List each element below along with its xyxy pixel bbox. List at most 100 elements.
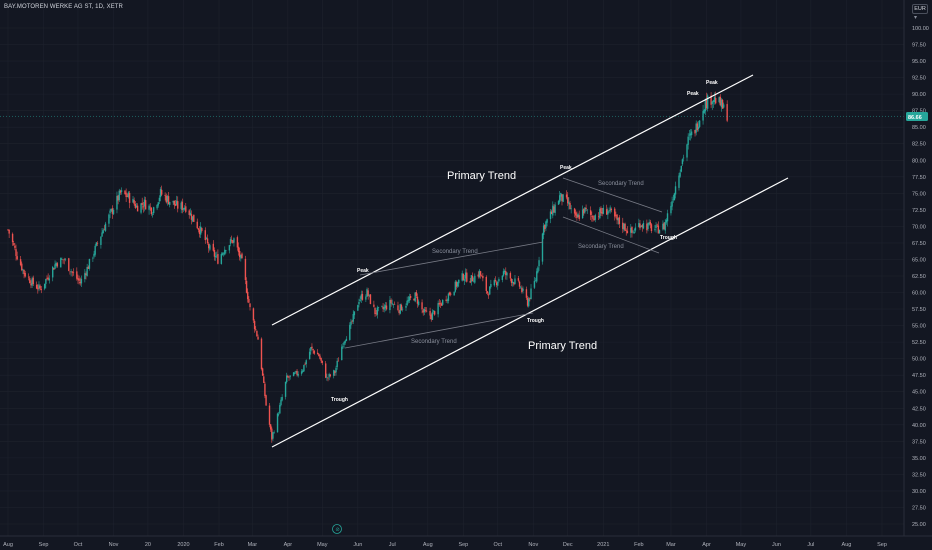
y-tick-label: 80.00: [912, 158, 926, 164]
candle-body: [292, 372, 295, 377]
candle-body: [220, 254, 223, 264]
candle-body: [633, 232, 635, 233]
candle-body: [495, 282, 498, 286]
candle-body: [280, 399, 282, 406]
y-tick-label: 92.50: [912, 76, 926, 82]
candle-body: [448, 292, 451, 295]
x-tick-label: Apr: [702, 542, 711, 548]
candle-body: [300, 371, 303, 374]
candle-body: [318, 354, 320, 356]
time-zone-badge[interactable]: ⊘: [332, 524, 342, 534]
candle-body: [365, 296, 367, 300]
candle-body: [502, 271, 505, 276]
candle-body: [389, 299, 391, 311]
candle-body: [664, 222, 666, 231]
primary-trend-upper-line[interactable]: [271, 74, 754, 326]
candle-body: [382, 306, 384, 309]
candle-body: [214, 256, 217, 258]
candle-body: [656, 224, 658, 226]
candle-body: [432, 310, 435, 312]
candle-body: [296, 370, 298, 375]
candle-body: [272, 432, 274, 439]
candle-body: [599, 208, 601, 219]
candle-body: [209, 245, 211, 250]
y-tick-label: 32.50: [912, 472, 926, 478]
candle-body: [697, 126, 700, 130]
candle-body: [655, 225, 657, 229]
candle-body: [687, 136, 689, 145]
candle-body: [175, 200, 178, 205]
candle-body: [414, 292, 416, 302]
candle-body: [453, 291, 455, 296]
candle-body: [560, 192, 562, 197]
candle-body: [569, 203, 571, 210]
candle-body: [440, 303, 443, 306]
annotation-trough-2: Trough: [527, 318, 544, 324]
candle-body: [522, 288, 524, 291]
candle-body: [368, 294, 370, 296]
candle-body: [726, 104, 728, 121]
candle-body: [455, 281, 458, 287]
candle-body: [511, 281, 514, 283]
candle-body: [100, 236, 102, 245]
candle-body: [212, 243, 215, 251]
candle-body: [44, 283, 46, 289]
x-tick-label: Oct: [74, 542, 83, 548]
candle-body: [308, 351, 311, 360]
candle-body: [474, 275, 476, 283]
candle-body: [327, 377, 329, 379]
candle-body: [96, 243, 99, 244]
candle-body: [657, 225, 660, 234]
candle-body: [304, 363, 306, 365]
y-tick-label: 47.50: [912, 373, 926, 379]
candle-body: [230, 240, 233, 241]
candle-body: [269, 424, 272, 430]
candle-body: [415, 292, 418, 296]
primary-trend-lower-line[interactable]: [271, 177, 789, 448]
candle-body: [151, 214, 154, 216]
x-tick-label: Dec: [563, 542, 573, 548]
annotation-peak-1: Peak: [357, 268, 369, 274]
candle-body: [558, 195, 561, 202]
candle-body: [530, 288, 532, 300]
annotation-peak-4: Peak: [706, 80, 718, 86]
candle-body: [630, 227, 632, 233]
candle-body: [245, 280, 248, 293]
chevron-down-icon[interactable]: ▾: [914, 15, 918, 21]
candle-body: [399, 304, 401, 314]
candle-body: [552, 205, 554, 216]
secondary-trend-line-2[interactable]: [344, 312, 534, 349]
secondary-trend-line-1[interactable]: [359, 241, 544, 276]
candle-body: [626, 230, 629, 234]
candle-body: [623, 223, 625, 230]
currency-button[interactable]: EUR: [912, 4, 928, 14]
secondary-trend-line-4[interactable]: [562, 216, 660, 254]
candle-body: [470, 275, 473, 282]
candle-body: [570, 208, 572, 209]
candle-body: [518, 281, 521, 287]
candle-body: [206, 238, 209, 244]
candle-body: [128, 192, 131, 203]
secondary-trend-line-3[interactable]: [562, 177, 663, 213]
x-tick-label: Nov: [528, 542, 538, 548]
candle-body: [71, 271, 73, 273]
candle-body: [674, 186, 677, 195]
candle-body: [498, 279, 500, 282]
y-tick-label: 35.00: [912, 456, 926, 462]
candle-body: [607, 211, 609, 215]
candle-body: [335, 367, 337, 373]
candle-body: [423, 308, 426, 313]
candle-body: [319, 355, 321, 359]
candle-body: [528, 298, 530, 307]
candle-body: [326, 376, 328, 378]
y-tick-label: 45.00: [912, 390, 926, 396]
candle-body: [185, 206, 187, 212]
candle-body: [54, 264, 56, 269]
candle-body: [719, 96, 721, 106]
candle-body: [255, 329, 257, 330]
trendlines[interactable]: [271, 74, 789, 448]
candle-body: [63, 259, 65, 261]
candle-series[interactable]: [0, 91, 904, 443]
candle-body: [277, 413, 280, 415]
